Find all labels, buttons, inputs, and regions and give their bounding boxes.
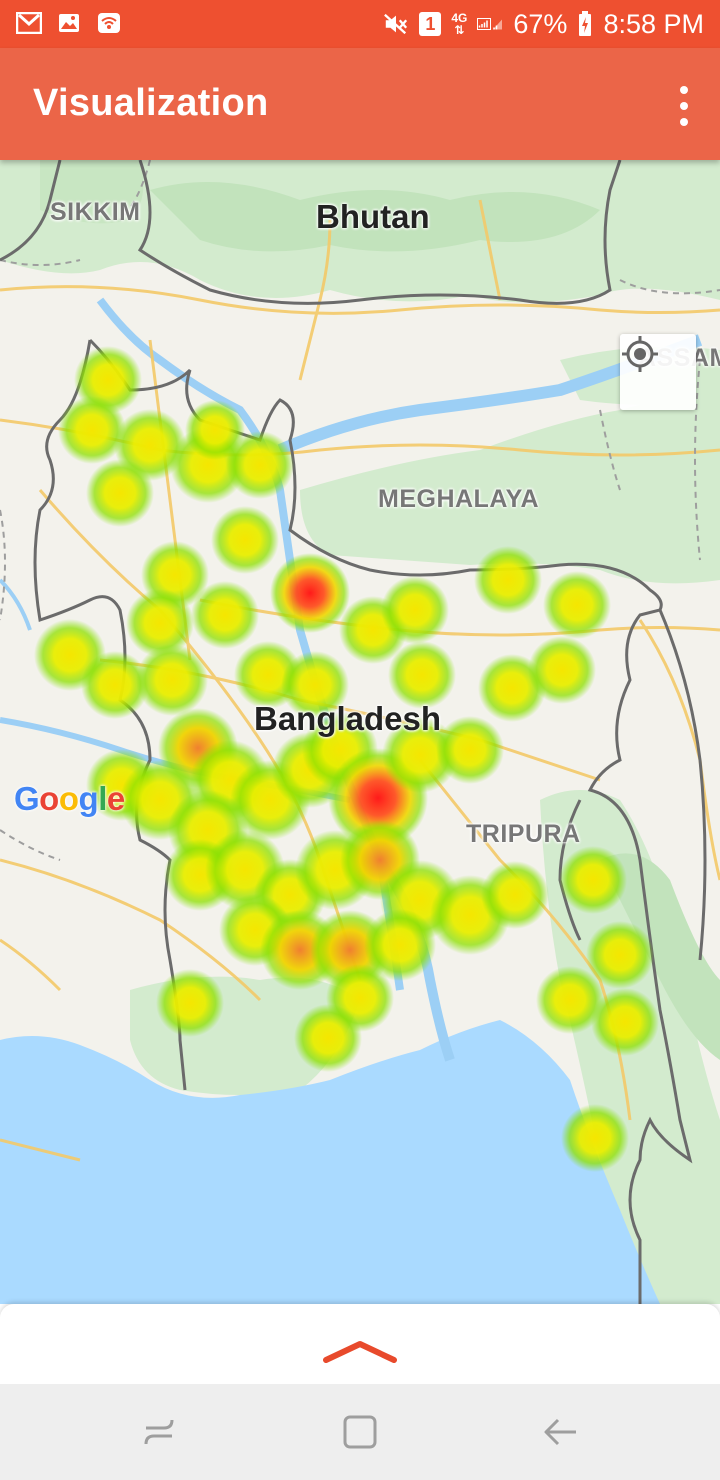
- mute-icon: [383, 11, 409, 37]
- sim-icon: 1: [419, 12, 442, 36]
- label-bangladesh: Bangladesh: [254, 700, 442, 737]
- gmail-icon: [16, 10, 42, 36]
- signal-icon: [477, 11, 503, 37]
- wifi-hotspot-icon: [96, 10, 122, 36]
- battery-percent: 67%: [513, 8, 568, 39]
- battery-icon: [577, 11, 593, 37]
- chevron-up-icon[interactable]: [318, 1334, 402, 1370]
- google-logo: Google: [14, 780, 125, 817]
- gallery-icon: [56, 10, 82, 36]
- recents-icon[interactable]: [140, 1412, 180, 1452]
- network-type: 4G ⇅: [451, 11, 468, 37]
- my-location-icon: [622, 336, 658, 372]
- my-location-button[interactable]: [620, 334, 696, 410]
- home-icon[interactable]: [340, 1412, 380, 1452]
- label-meghalaya: MEGHALAYA: [378, 485, 540, 513]
- back-icon[interactable]: [540, 1412, 580, 1452]
- label-bhutan: Bhutan: [316, 198, 430, 235]
- label-tripura: TRIPURA: [466, 820, 581, 848]
- label-sikkim: SIKKIM: [50, 198, 141, 226]
- page-title: Visualization: [33, 82, 269, 124]
- map-view[interactable]: SIKKIM Bhutan ASSAM MEGHALAYA Bangladesh…: [0, 160, 720, 1304]
- navigation-bar: [0, 1384, 720, 1480]
- bottom-sheet[interactable]: [0, 1304, 720, 1384]
- more-vert-icon[interactable]: [674, 86, 694, 126]
- app-bar: Visualization: [0, 48, 720, 160]
- status-bar: 1 4G ⇅ 67% 8:58 PM: [0, 0, 720, 48]
- map-canvas: [0, 160, 720, 1304]
- clock: 8:58 PM: [603, 8, 704, 39]
